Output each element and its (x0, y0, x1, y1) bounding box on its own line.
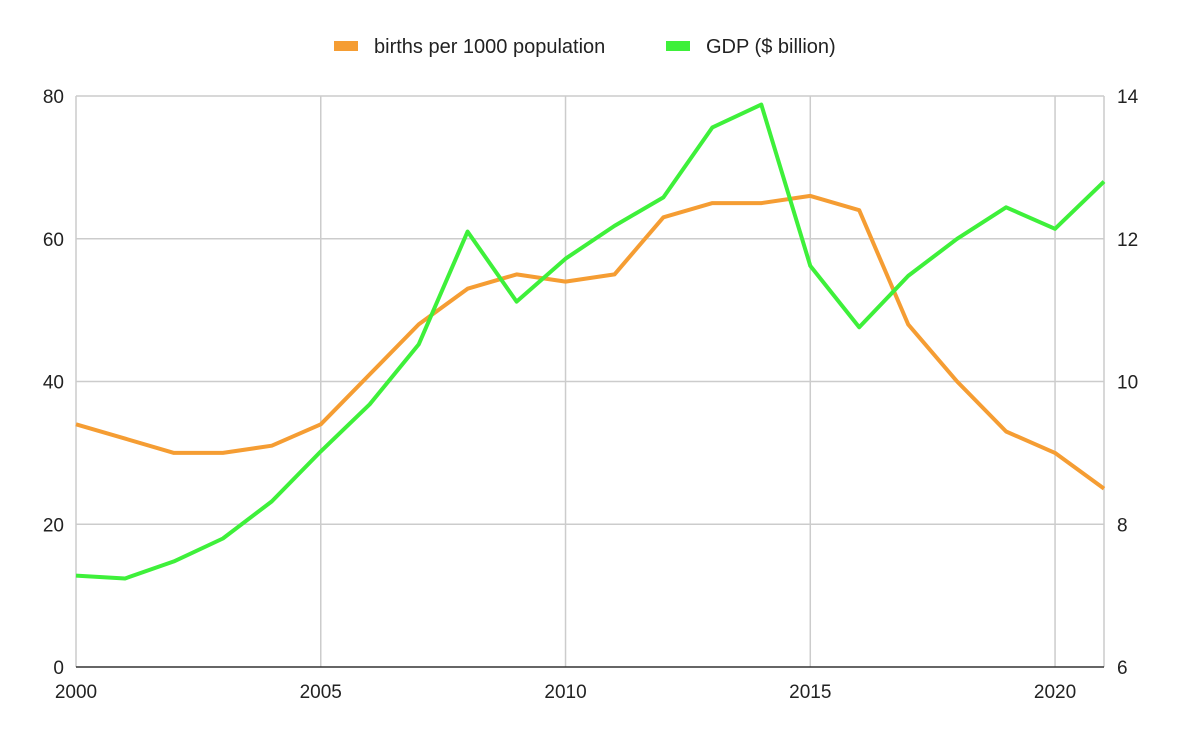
y-right-tick-label: 8 (1117, 515, 1128, 536)
legend-swatch-births (334, 41, 358, 51)
x-tick-label: 2005 (300, 682, 342, 703)
legend-item-births: births per 1000 population (334, 36, 605, 58)
x-tick-label: 2015 (789, 682, 831, 703)
y-left-tick-label: 40 (43, 373, 64, 394)
legend-label-births: births per 1000 population (374, 36, 605, 58)
y-left-tick-label: 60 (43, 230, 64, 251)
series-line-gdp (75, 102, 1106, 581)
y-right-tick-label: 6 (1117, 658, 1128, 679)
x-tick-label: 2020 (1034, 682, 1076, 703)
y-left-tick-label: 20 (43, 515, 64, 536)
legend-item-gdp: GDP ($ billion) (666, 36, 836, 58)
y-right-tick-label: 14 (1117, 87, 1139, 108)
legend-swatch-gdp (666, 41, 690, 51)
x-tick-label: 2010 (544, 682, 586, 703)
y-left-tick-label: 0 (53, 658, 64, 679)
y-right-tick-label: 12 (1117, 230, 1138, 251)
x-tick-label: 2000 (55, 682, 97, 703)
y-right-tick-label: 10 (1117, 373, 1138, 394)
series-lines (75, 102, 1106, 581)
legend: births per 1000 population GDP ($ billio… (334, 36, 836, 58)
gridlines (75, 95, 1105, 667)
tick-labels: 0 20 40 60 80 6 8 10 12 14 2000 2005 2010 2015 2020 (43, 87, 1139, 703)
y-left-tick-label: 80 (43, 87, 64, 108)
series-line-births (75, 193, 1106, 491)
legend-label-gdp: GDP ($ billion) (706, 36, 836, 58)
